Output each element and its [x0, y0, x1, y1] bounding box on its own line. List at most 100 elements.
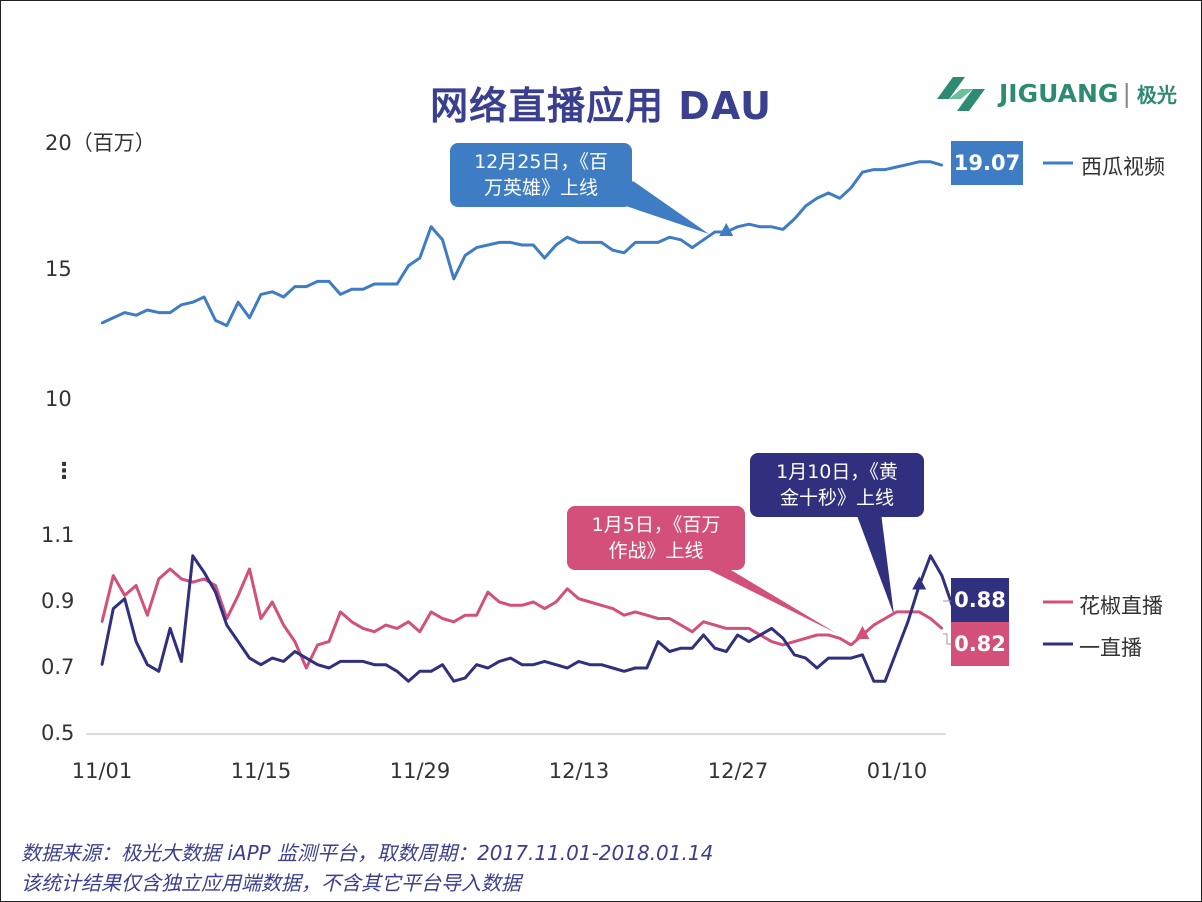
event-marker-xigua [719, 223, 734, 236]
data-point-yizhibo [895, 650, 898, 653]
data-point-yizhibo [645, 666, 648, 670]
data-point-yizhibo [361, 660, 365, 663]
data-point-xigua [906, 163, 910, 166]
data-point-yizhibo [305, 656, 308, 660]
callout-xigua: 12月25日，《百 万英雄》上线 [450, 143, 632, 207]
jiguang-logo-icon [937, 77, 985, 111]
data-point-xigua [747, 223, 751, 226]
data-point-huajiao [554, 600, 558, 604]
data-point-xigua [543, 256, 546, 260]
data-point-xigua [566, 236, 569, 239]
data-point-yizhibo [543, 660, 546, 663]
data-point-xigua [793, 217, 796, 221]
data-point-huajiao [691, 630, 694, 633]
data-point-xigua [180, 303, 183, 306]
data-point-yizhibo [804, 656, 807, 660]
data-point-huajiao [237, 594, 240, 597]
data-point-xigua [668, 236, 671, 239]
y-tick-0.9: 0.9 [41, 589, 75, 613]
data-point-yizhibo [509, 656, 512, 660]
jiguang-logo: JIGUANG | 极光 [931, 69, 1181, 119]
data-point-huajiao [679, 623, 683, 627]
data-point-huajiao [464, 614, 467, 617]
data-point-xigua [713, 230, 717, 234]
x-tick-1227: 12/27 [707, 759, 769, 783]
data-point-huajiao [498, 600, 501, 604]
data-point-yizhibo [248, 656, 251, 660]
data-point-huajiao [566, 587, 569, 590]
data-point-xigua [520, 243, 524, 247]
data-point-huajiao [634, 610, 637, 614]
data-point-huajiao [407, 620, 410, 623]
callout-huajiao: 1月5日，《百万 作战》上线 [567, 506, 745, 570]
y-tick-15: 15 [45, 257, 72, 281]
data-point-yizhibo [849, 656, 853, 660]
data-point-yizhibo [214, 590, 217, 594]
footer-note: 该统计结果仅含独立应用端数据，不含其它平台导入数据 [21, 871, 521, 895]
data-point-xigua [134, 314, 138, 317]
data-point-xigua [441, 238, 444, 241]
data-point-xigua [112, 316, 115, 319]
data-point-huajiao [645, 614, 648, 617]
data-point-huajiao [259, 617, 263, 620]
data-point-huajiao [770, 640, 773, 643]
data-point-huajiao [134, 584, 138, 587]
data-point-xigua [759, 225, 762, 228]
logo-text: JIGUANG | 极光 [999, 79, 1177, 108]
data-point-xigua [645, 241, 648, 244]
y-tick-20: 20（百万） [45, 131, 156, 155]
footer-source: 数据来源：极光大数据 iAPP 监测平台，取数周期：2017.11.01-201… [21, 841, 714, 865]
data-point-xigua [872, 168, 875, 171]
data-point-huajiao [815, 633, 819, 637]
data-point-yizhibo [339, 660, 342, 663]
data-point-yizhibo [123, 597, 126, 600]
data-point-huajiao [180, 577, 183, 581]
data-point-yizhibo [759, 633, 762, 637]
data-point-xigua [600, 241, 603, 244]
data-point-xigua [395, 282, 399, 286]
data-point-xigua [804, 204, 807, 208]
data-point-huajiao [339, 610, 342, 614]
data-point-huajiao [305, 666, 308, 670]
data-point-xigua [781, 228, 785, 231]
data-point-yizhibo [668, 650, 671, 653]
data-point-xigua [827, 191, 830, 195]
axis-break: ⋮ [53, 459, 75, 484]
data-point-xigua [634, 241, 637, 244]
data-point-yizhibo [940, 574, 944, 577]
logo-brand: JIGUANG [999, 79, 1119, 108]
data-point-xigua [622, 251, 626, 254]
data-point-yizhibo [566, 666, 569, 670]
data-point-xigua [895, 165, 898, 169]
data-point-xigua [918, 160, 921, 163]
data-point-huajiao [191, 581, 194, 584]
data-point-yizhibo [588, 663, 592, 666]
data-point-yizhibo [793, 653, 796, 656]
data-point-xigua [532, 243, 535, 247]
y-tick-0.5: 0.5 [41, 721, 75, 745]
data-point-huajiao [316, 643, 319, 647]
data-point-huajiao [577, 597, 580, 600]
data-point-xigua [883, 168, 887, 171]
data-point-huajiao [588, 600, 592, 604]
data-point-huajiao [282, 623, 285, 627]
data-point-xigua [327, 280, 331, 283]
x-tick-1213: 12/13 [548, 759, 610, 783]
callout-huajiao-line1: 1月5日，《百万 [591, 514, 721, 536]
data-point-yizhibo [112, 607, 115, 610]
data-point-yizhibo [452, 680, 455, 683]
data-point-xigua [202, 295, 206, 299]
data-point-huajiao [271, 600, 274, 604]
data-point-huajiao [883, 617, 887, 620]
data-point-xigua [452, 277, 455, 280]
data-point-xigua [418, 256, 421, 260]
data-point-huajiao [168, 567, 172, 571]
data-point-xigua [248, 316, 251, 319]
data-point-huajiao [872, 623, 875, 627]
callout-xigua-line1: 12月25日，《百 [474, 151, 608, 173]
data-point-yizhibo [259, 663, 263, 666]
data-point-xigua [373, 282, 376, 286]
data-point-huajiao [361, 627, 365, 630]
data-point-xigua [656, 241, 660, 244]
data-point-yizhibo [634, 666, 637, 670]
